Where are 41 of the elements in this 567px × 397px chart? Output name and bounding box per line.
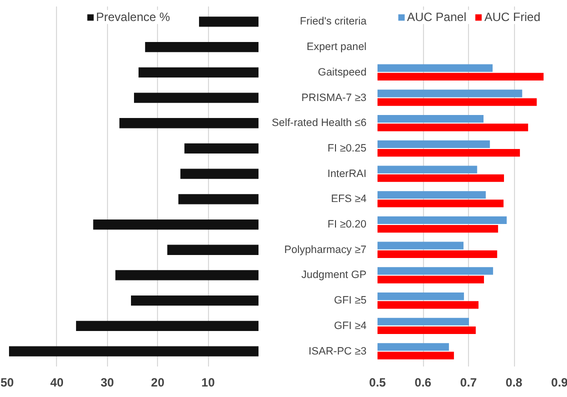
x-tick-label: 10 — [201, 376, 216, 390]
x-tick-label: 40 — [50, 376, 64, 390]
y-tick-label: Gaitspeed — [318, 66, 367, 78]
legend-label: AUC Panel — [407, 10, 466, 24]
bar — [130, 296, 258, 306]
y-tick-label: Judgment GP — [301, 269, 366, 282]
bar — [93, 219, 258, 230]
y-tick-label: Self-rated Health ≤6 — [272, 117, 367, 130]
legend-label: AUC Fried — [484, 10, 540, 24]
y-tick-label: FI ≥0.20 — [327, 218, 367, 231]
bar — [119, 118, 258, 128]
y-tick-label: GFI ≥4 — [334, 320, 367, 332]
x-tick-label: 20 — [151, 376, 165, 390]
y-tick-label: Expert panel — [306, 41, 367, 54]
y-tick-label: Polypharmacy ≥7 — [284, 244, 367, 256]
x-tick-label: 30 — [100, 376, 114, 390]
bar — [199, 16, 258, 27]
x-tick-label: 50 — [0, 376, 14, 390]
bar — [145, 42, 258, 52]
legend-label: Prevalence % — [96, 10, 170, 24]
bar — [134, 92, 258, 103]
bar — [184, 143, 258, 154]
bar — [115, 270, 258, 280]
x-tick-label: 0.8 — [506, 376, 523, 390]
y-tick-label: InterRAI — [327, 168, 367, 180]
bar — [138, 67, 258, 78]
y-tick-label: FI ≥0.25 — [327, 142, 367, 154]
y-tick-label: Fried's criteria — [300, 16, 367, 28]
bar — [167, 244, 258, 255]
bar — [178, 194, 258, 204]
bar — [76, 320, 258, 332]
y-tick-label: ISAR-PC ≥3 — [308, 345, 367, 358]
y-tick-label: GFI ≥5 — [334, 294, 367, 307]
y-tick-label: EFS ≥4 — [331, 193, 367, 206]
x-tick-label: 0.6 — [414, 376, 432, 390]
bar — [180, 168, 258, 179]
x-tick-label: 0.9 — [551, 376, 567, 390]
bar — [9, 346, 258, 356]
x-tick-label: 0.7 — [460, 376, 478, 390]
x-tick-label: 0.5 — [369, 376, 386, 390]
y-tick-label: PRISMA-7 ≥3 — [301, 92, 367, 104]
